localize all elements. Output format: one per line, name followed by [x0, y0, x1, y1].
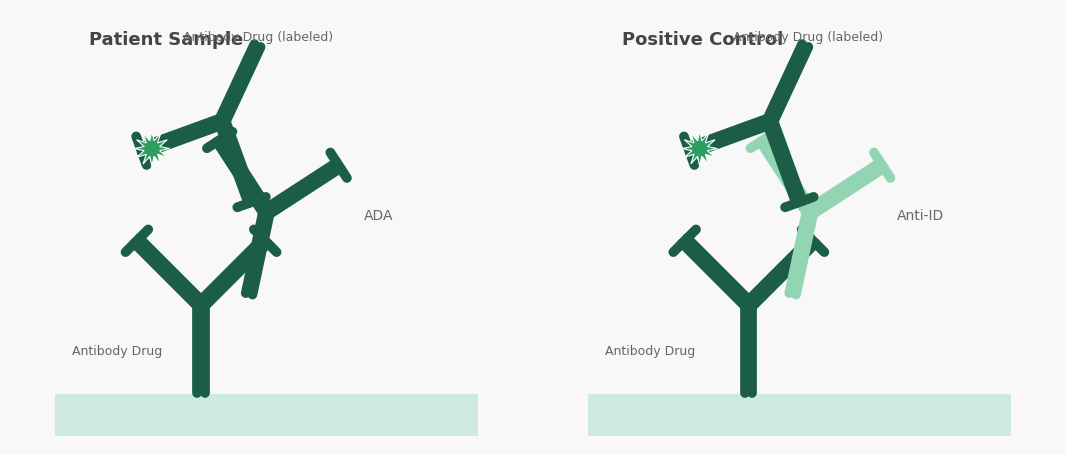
Text: Patient Sample: Patient Sample [90, 30, 243, 49]
Text: Anti-ID: Anti-ID [897, 209, 943, 223]
Text: Antibody Drug (labeled): Antibody Drug (labeled) [733, 30, 883, 44]
Bar [55, 394, 478, 436]
Text: Antibody Drug (labeled): Antibody Drug (labeled) [183, 30, 333, 44]
Text: Antibody Drug: Antibody Drug [72, 345, 162, 358]
Bar [588, 394, 1011, 436]
Polygon shape [134, 131, 169, 166]
Text: Antibody Drug: Antibody Drug [605, 345, 695, 358]
Text: ADA: ADA [364, 209, 393, 223]
Text: Positive Control: Positive Control [623, 30, 784, 49]
Polygon shape [682, 131, 717, 166]
